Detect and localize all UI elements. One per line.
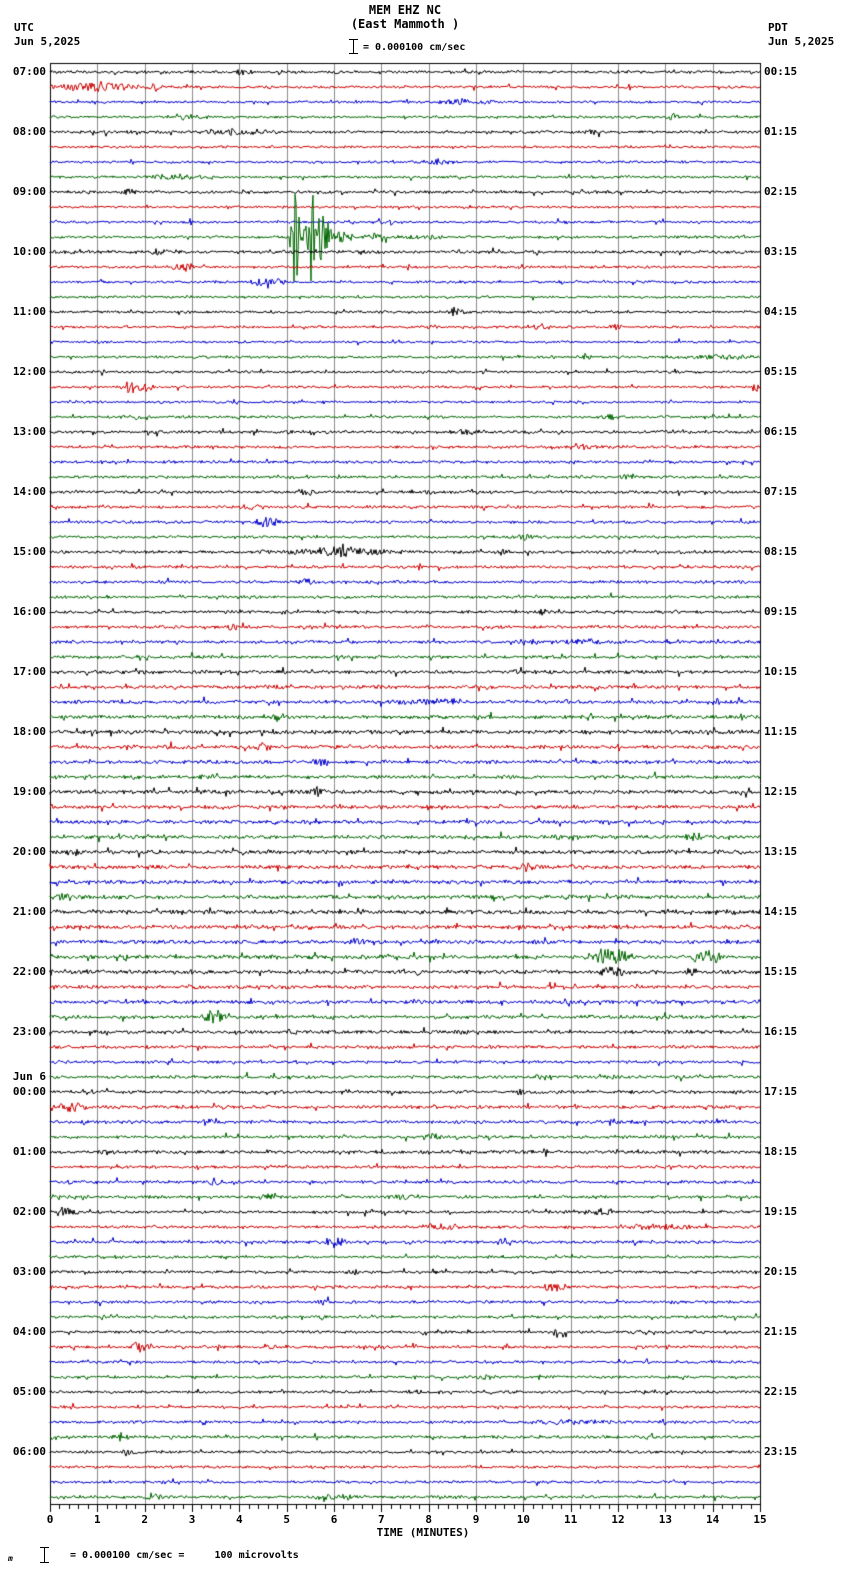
utc-date-rollover-label: Jun 6	[12, 1070, 46, 1083]
pdt-hour-label: 18:15	[764, 1145, 798, 1158]
pdt-hour-label: 16:15	[764, 1025, 798, 1038]
pdt-hour-label: 22:15	[764, 1385, 798, 1398]
utc-hour-label: 04:00	[12, 1325, 46, 1338]
utc-hour-label: 21:00	[12, 905, 46, 918]
utc-hour-label: 15:00	[12, 545, 46, 558]
utc-hour-label: 09:00	[12, 185, 46, 198]
utc-hour-label: 12:00	[12, 365, 46, 378]
pdt-hour-label: 09:15	[764, 605, 798, 618]
utc-hour-label: 05:00	[12, 1385, 46, 1398]
utc-hour-label: 06:00	[12, 1445, 46, 1458]
utc-hour-label: 00:00	[12, 1085, 46, 1098]
pdt-hour-label: 00:15	[764, 65, 798, 78]
footer-scale-bar-icon	[40, 1547, 49, 1563]
station-location: (East Mammoth )	[350, 17, 460, 31]
footer-scale-prefix: m	[8, 1554, 13, 1563]
x-tick-label: 6	[330, 1513, 338, 1526]
x-tick-label: 1	[94, 1513, 101, 1526]
scale-bar-icon	[349, 39, 358, 54]
utc-hour-label: 10:00	[12, 245, 46, 258]
x-axis-title: TIME (MINUTES)	[376, 1526, 470, 1539]
x-tick-label: 13	[658, 1513, 672, 1526]
x-tick-label: 10	[516, 1513, 530, 1526]
pdt-hour-label: 08:15	[764, 545, 798, 558]
x-tick-label: 14	[706, 1513, 720, 1526]
x-tick-label: 15	[753, 1513, 767, 1526]
pdt-hour-label: 13:15	[764, 845, 798, 858]
pdt-hour-label: 04:15	[764, 305, 798, 318]
pdt-hour-label: 03:15	[764, 245, 798, 258]
utc-hour-label: 02:00	[12, 1205, 46, 1218]
utc-hour-label: 18:00	[12, 725, 46, 738]
pdt-hour-label: 06:15	[764, 425, 798, 438]
pdt-hour-label: 10:15	[764, 665, 798, 678]
pdt-hour-label: 17:15	[764, 1085, 798, 1098]
x-tick-label: 4	[236, 1513, 243, 1526]
utc-hour-label: 16:00	[12, 605, 46, 618]
left-date-label: Jun 5,2025	[14, 35, 81, 48]
x-tick-label: 3	[188, 1513, 196, 1526]
x-tick-label: 12	[611, 1513, 625, 1526]
left-timezone-label: UTC	[14, 21, 34, 34]
utc-hour-label: 22:00	[12, 965, 46, 978]
pdt-hour-label: 14:15	[764, 905, 798, 918]
utc-hour-label: 20:00	[12, 845, 46, 858]
x-tick-label: 0	[46, 1513, 54, 1526]
utc-hour-label: 03:00	[12, 1265, 46, 1278]
pdt-hour-label: 07:15	[764, 485, 798, 498]
pdt-hour-label: 23:15	[764, 1445, 798, 1458]
utc-hour-label: 07:00	[12, 65, 46, 78]
utc-hour-label: 01:00	[12, 1145, 46, 1158]
x-tick-label: 11	[564, 1513, 578, 1526]
footer-scale-note: = 0.000100 cm/sec = 100 microvolts	[70, 1550, 299, 1561]
utc-hour-label: 19:00	[12, 785, 46, 798]
pdt-hour-label: 20:15	[764, 1265, 798, 1278]
pdt-hour-label: 02:15	[764, 185, 798, 198]
utc-hour-label: 23:00	[12, 1025, 46, 1038]
utc-hour-label: 17:00	[12, 665, 46, 678]
station-title: MEM EHZ NC	[368, 3, 442, 17]
x-tick-label: 5	[283, 1513, 290, 1526]
x-tick-label: 2	[141, 1513, 148, 1526]
pdt-hour-label: 11:15	[764, 725, 798, 738]
utc-hour-label: 11:00	[12, 305, 46, 318]
x-tick-label: 7	[378, 1513, 385, 1526]
scale-label: = 0.000100 cm/sec	[363, 42, 466, 53]
right-timezone-label: PDT	[768, 21, 788, 34]
utc-hour-label: 08:00	[12, 125, 46, 138]
x-tick-label: 9	[472, 1513, 480, 1526]
pdt-hour-label: 19:15	[764, 1205, 798, 1218]
pdt-hour-label: 12:15	[764, 785, 798, 798]
utc-hour-label: 13:00	[12, 425, 46, 438]
utc-hour-label: 14:00	[12, 485, 46, 498]
pdt-hour-label: 05:15	[764, 365, 798, 378]
x-tick-label: 8	[425, 1513, 432, 1526]
pdt-hour-label: 01:15	[764, 125, 798, 138]
right-date-label: Jun 5,2025	[768, 35, 835, 48]
pdt-hour-label: 21:15	[764, 1325, 798, 1338]
pdt-hour-label: 15:15	[764, 965, 798, 978]
